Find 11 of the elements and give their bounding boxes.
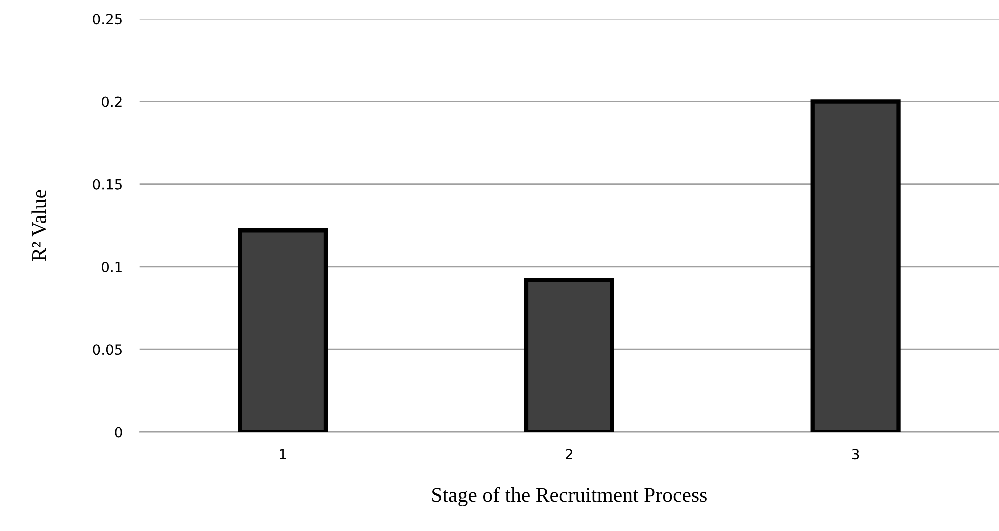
x-tick-label: 2 bbox=[566, 449, 572, 460]
y-tick-label: 0.05 bbox=[93, 344, 122, 356]
x-tick-label: 1 bbox=[280, 449, 286, 460]
y-tick-label: 0.15 bbox=[93, 179, 122, 190]
x-tick-label: 3 bbox=[852, 449, 860, 460]
y-tick-label: 0.2 bbox=[102, 96, 122, 108]
y-tick-label: 0.25 bbox=[93, 14, 122, 25]
y-axis-title: R² Value bbox=[32, 190, 46, 262]
x-axis-title: Stage of the Recruitment Process bbox=[432, 487, 707, 507]
y-tick-label: 0 bbox=[115, 427, 122, 438]
y-tick-label: 0.1 bbox=[102, 262, 122, 272]
